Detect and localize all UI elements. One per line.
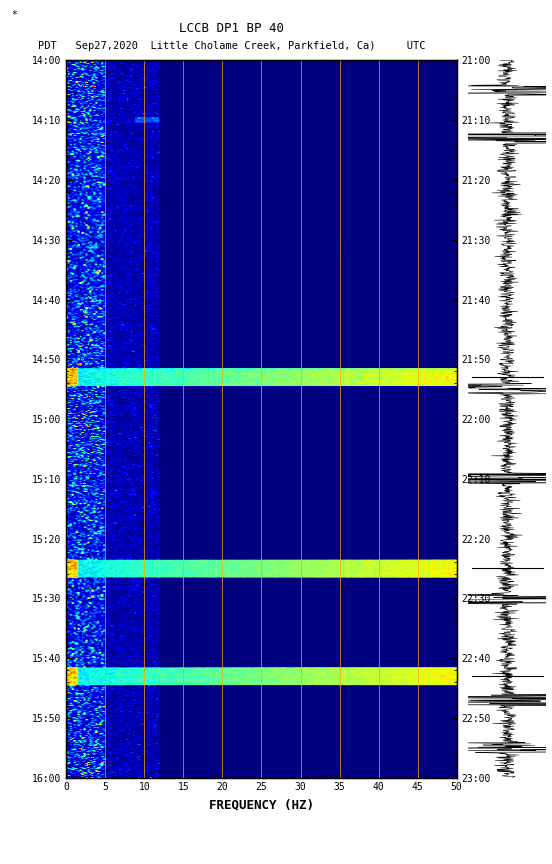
Text: *: *	[11, 10, 17, 21]
Text: LCCB DP1 BP 40: LCCB DP1 BP 40	[179, 22, 284, 35]
X-axis label: FREQUENCY (HZ): FREQUENCY (HZ)	[209, 798, 314, 811]
Text: PDT   Sep27,2020  Little Cholame Creek, Parkfield, Ca)     UTC: PDT Sep27,2020 Little Cholame Creek, Par…	[38, 41, 426, 52]
